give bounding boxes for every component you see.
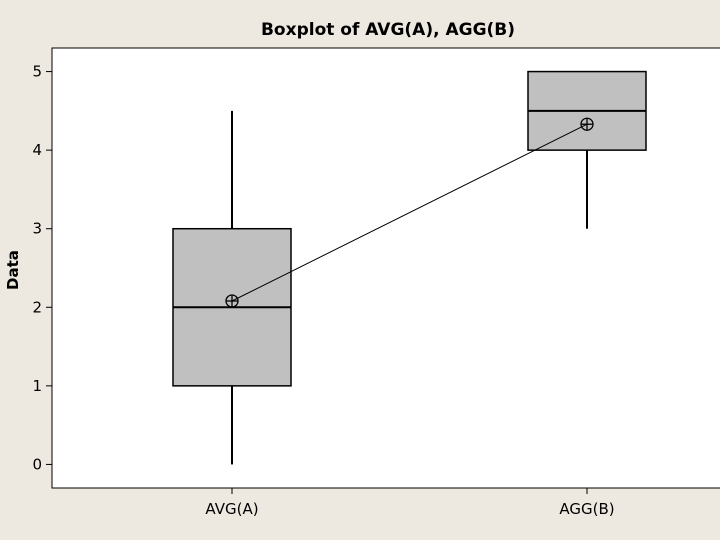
y-tick-label: 0 — [32, 455, 42, 473]
x-tick-label: AGG(B) — [559, 500, 614, 518]
mean-marker — [580, 117, 594, 131]
mean-connect-line — [231, 123, 588, 302]
mean-marker — [225, 294, 239, 308]
y-axis-title: Data — [4, 250, 22, 290]
x-axis: AVG(A) AGG(B) — [205, 488, 615, 518]
mean-layer — [225, 117, 594, 308]
y-tick-label: 2 — [32, 298, 42, 316]
y-axis: 0 1 2 3 4 5 — [32, 63, 52, 473]
x-tick-label: AVG(A) — [205, 500, 258, 518]
y-tick-label: 5 — [32, 63, 42, 81]
y-tick-label: 4 — [32, 141, 42, 159]
y-tick-label: 3 — [32, 220, 42, 238]
chart-title: Boxplot of AVG(A), AGG(B) — [261, 20, 515, 40]
box-agg-b — [527, 70, 647, 229]
y-tick-label: 1 — [32, 377, 42, 395]
